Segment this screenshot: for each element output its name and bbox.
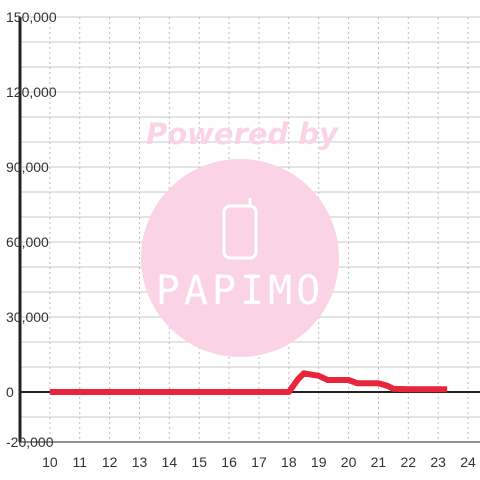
x-tick-label: 19 <box>311 454 327 470</box>
x-tick-label: 24 <box>460 454 476 470</box>
x-tick-label: 20 <box>341 454 357 470</box>
x-tick-label: 18 <box>281 454 297 470</box>
x-tick-label: 17 <box>251 454 267 470</box>
x-tick-label: 21 <box>371 454 387 470</box>
phone-icon <box>222 204 258 260</box>
watermark-brand: PAPIMO <box>156 268 325 314</box>
y-tick-label: 60,000 <box>6 234 49 250</box>
x-tick-label: 11 <box>72 454 87 470</box>
y-tick-label: 150,000 <box>6 9 57 25</box>
y-tick-label: 30,000 <box>6 309 49 325</box>
x-tick-label: 23 <box>430 454 446 470</box>
y-tick-label: 120,000 <box>6 84 57 100</box>
x-tick-label: 12 <box>102 454 118 470</box>
y-tick-label: -20,000 <box>6 434 54 450</box>
tick-labels: 150,000 120,000 90,000 60,000 30,000 0 -20,000… <box>6 9 476 470</box>
x-tick-label: 10 <box>42 454 58 470</box>
watermark: Powered by PAPIMO <box>141 117 339 357</box>
x-tick-label: 15 <box>191 454 207 470</box>
x-tick-label: 22 <box>401 454 417 470</box>
x-tick-label: 13 <box>132 454 148 470</box>
series <box>49 370 448 395</box>
x-tick-label: 16 <box>221 454 237 470</box>
series-line <box>49 370 448 395</box>
y-tick-label: 0 <box>6 384 14 400</box>
watermark-text: Powered by <box>146 117 339 151</box>
y-tick-label: 90,000 <box>6 159 49 175</box>
x-tick-label: 14 <box>162 454 178 470</box>
grid <box>20 16 480 443</box>
